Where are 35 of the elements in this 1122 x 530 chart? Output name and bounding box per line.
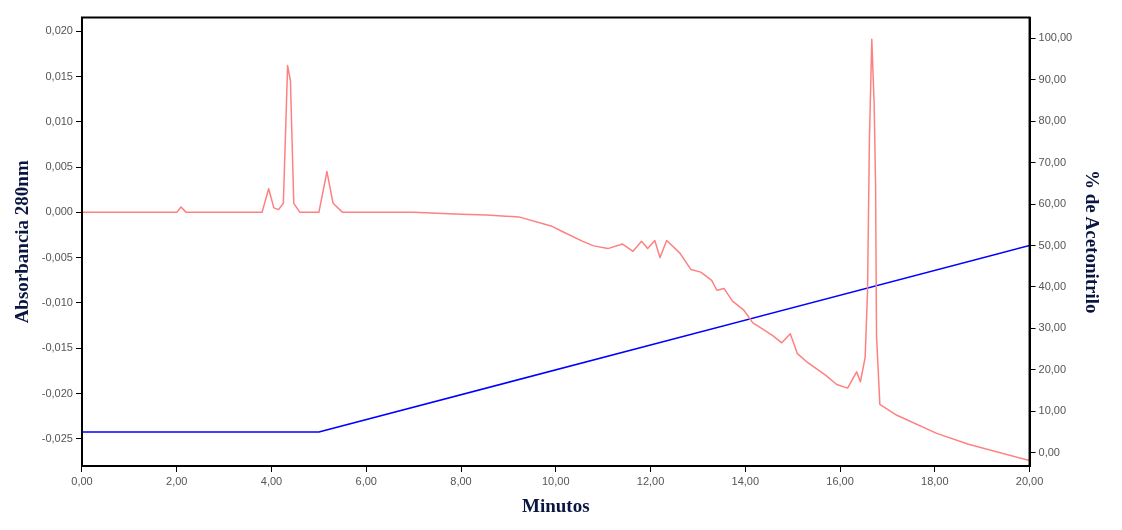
x-tick-label: 18,00 [921,474,949,487]
y2-tick-label: 50,00 [1038,238,1067,251]
y-tick-label: -0,005 [41,250,73,263]
y2-tick-label: 0,00 [1038,445,1060,458]
x-tick-label: 10,00 [542,474,570,487]
y-tick-label: 0,020 [45,24,73,37]
y2-tick-label: 70,00 [1038,155,1067,168]
y-axis-title: Absorbancia 280nm [11,160,33,324]
y2-tick-label: 90,00 [1038,72,1067,85]
y2-tick-label: 80,00 [1038,114,1067,127]
x-tick-label: 8,00 [450,474,472,487]
y2-tick-label: 20,00 [1038,362,1067,375]
y2-tick-label: 100,00 [1038,31,1073,44]
x-tick-label: 4,00 [260,474,283,487]
y-tick-label: 0,010 [45,114,73,127]
y-tick-label: 0,005 [45,160,73,173]
x-tick-label: 14,00 [731,474,760,487]
y2-tick-label: 60,00 [1038,197,1067,210]
x-tick-label: 0,00 [71,474,93,487]
y-tick-label: -0,025 [41,431,73,444]
y-tick-label: -0,015 [41,341,73,354]
x-tick-label: 16,00 [826,474,854,487]
x-tick-label: 6,00 [355,474,377,487]
x-tick-label: 20,00 [1015,474,1044,487]
y-tick-label: 0,000 [45,205,73,218]
y-tick-label: -0,020 [41,386,73,399]
y2-tick-label: 10,00 [1038,404,1067,417]
y-tick-label: 0,015 [45,69,73,82]
y-tick-label: -0,010 [41,295,73,308]
x-tick-label: 12,00 [636,474,665,487]
x-tick-label: 2,00 [166,474,188,487]
y2-tick-label: 30,00 [1038,321,1067,334]
x-axis-title: Minutos [521,494,590,516]
y2-tick-label: 40,00 [1038,280,1067,292]
y2-axis-title: % de Acetonitrilo [1081,170,1103,314]
